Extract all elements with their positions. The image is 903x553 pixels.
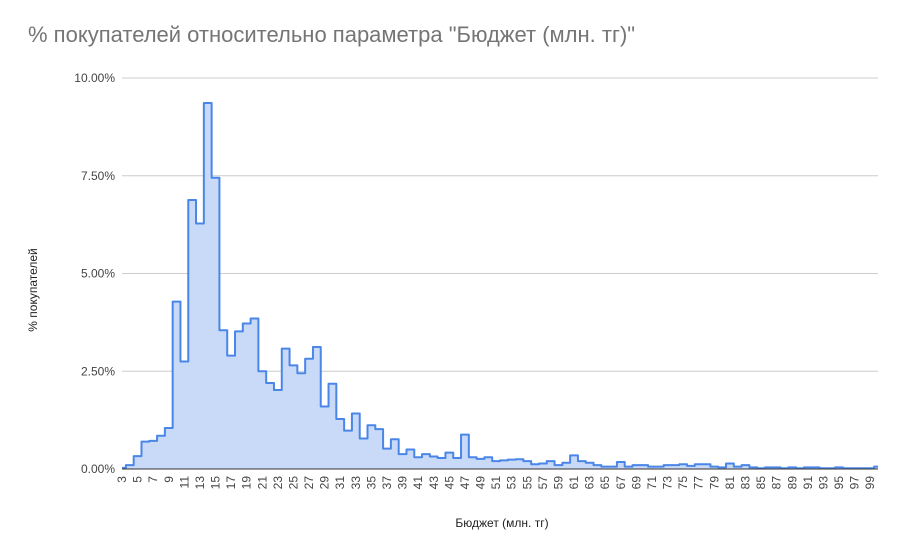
series-line <box>122 102 878 470</box>
x-axis-label: Бюджет (млн. тг) <box>455 516 548 530</box>
x-tick-label: 67 <box>614 476 628 490</box>
x-tick-label: 51 <box>489 476 503 490</box>
x-tick-label: 43 <box>427 476 441 490</box>
x-tick-label: 87 <box>770 476 784 490</box>
x-tick-label: 71 <box>645 476 659 490</box>
x-tick-label: 7 <box>146 476 160 483</box>
x-tick-label: 85 <box>754 476 768 490</box>
x-tick-label: 75 <box>676 476 690 490</box>
x-tick-label: 29 <box>318 476 332 490</box>
x-tick-label: 45 <box>442 476 456 490</box>
x-tick-label: 59 <box>551 476 565 490</box>
y-axis-label: % покупателей <box>26 248 40 331</box>
x-tick-label: 9 <box>162 476 176 483</box>
y-axis-ticks: 0.00% 2.50% 5.00% 7.50% 10.00% <box>74 71 115 476</box>
x-tick-label: 33 <box>349 476 363 490</box>
x-tick-label: 81 <box>723 476 737 490</box>
x-tick-label: 35 <box>364 476 378 490</box>
x-tick-label: 27 <box>302 476 316 490</box>
x-tick-label: 53 <box>505 476 519 490</box>
x-tick-label: 83 <box>739 476 753 490</box>
x-tick-label: 99 <box>863 476 877 490</box>
series-area <box>122 103 878 470</box>
x-tick-label: 69 <box>629 476 643 490</box>
x-tick-label: 47 <box>458 476 472 490</box>
x-tick-label: 97 <box>848 476 862 490</box>
x-tick-label: 39 <box>396 476 410 490</box>
x-tick-label: 3 <box>115 476 129 483</box>
x-tick-label: 11 <box>177 476 191 489</box>
x-tick-label: 15 <box>209 476 223 490</box>
y-tick-label: 5.00% <box>81 267 115 281</box>
x-tick-label: 91 <box>801 476 815 490</box>
x-tick-label: 55 <box>520 476 534 490</box>
x-tick-label: 89 <box>785 476 799 490</box>
y-tick-label: 10.00% <box>74 71 115 85</box>
x-tick-label: 65 <box>598 476 612 490</box>
x-tick-label: 77 <box>692 476 706 490</box>
x-tick-label: 61 <box>567 476 581 490</box>
x-tick-label: 25 <box>286 476 300 490</box>
x-tick-label: 5 <box>131 476 145 483</box>
x-tick-label: 23 <box>271 476 285 490</box>
x-tick-label: 73 <box>661 476 675 490</box>
x-tick-label: 17 <box>224 476 238 490</box>
x-tick-label: 19 <box>240 476 254 490</box>
x-tick-label: 93 <box>816 476 830 490</box>
x-tick-label: 57 <box>536 476 550 490</box>
x-axis-ticks: 3 5 7 9 11 13 15 17 19 21 23 25 27 29 31 33 35 37 39 41 43 45… <box>115 476 877 490</box>
y-tick-label: 7.50% <box>81 169 115 183</box>
x-tick-label: 41 <box>411 476 425 490</box>
x-tick-label: 31 <box>333 476 347 490</box>
x-tick-label: 63 <box>583 476 597 490</box>
x-tick-label: 37 <box>380 476 394 490</box>
x-tick-label: 21 <box>255 476 269 490</box>
x-tick-label: 95 <box>832 476 846 490</box>
y-tick-label: 0.00% <box>81 462 115 476</box>
x-tick-label: 79 <box>707 476 721 490</box>
y-tick-label: 2.50% <box>81 364 115 378</box>
x-tick-label: 49 <box>474 476 488 490</box>
series-layer <box>122 102 878 470</box>
chart-title: % покупателей относительно параметра "Бю… <box>28 22 636 47</box>
x-tick-label: 13 <box>193 476 207 490</box>
